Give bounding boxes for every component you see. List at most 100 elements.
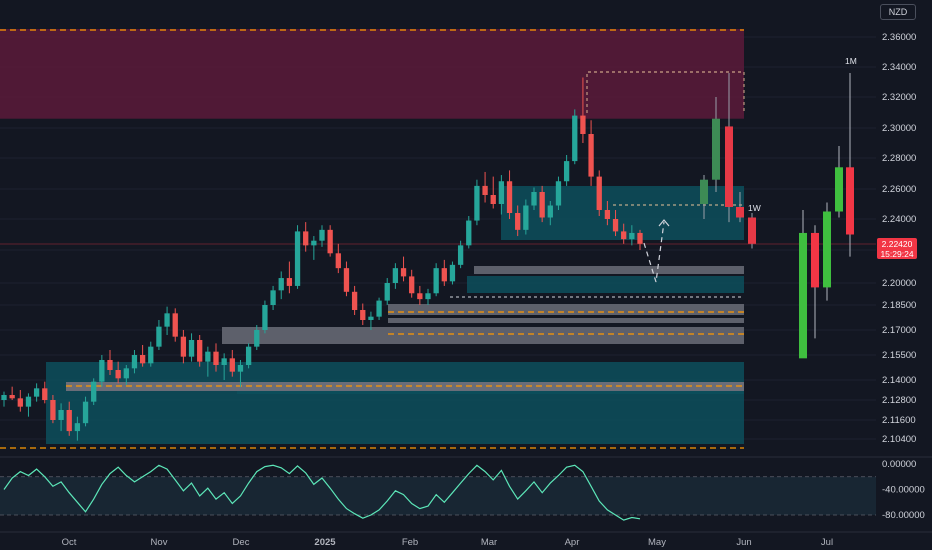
time-axis-label: Apr	[565, 537, 580, 548]
price-axis-tick: 2.36000	[882, 32, 916, 43]
weekly-candle	[748, 217, 756, 244]
daily-candle	[319, 229, 325, 241]
daily-candle	[91, 381, 97, 402]
last-price-value: 2.22420	[881, 239, 913, 249]
rsi-axis-tick: -40.00000	[882, 485, 925, 496]
daily-candle	[50, 400, 56, 420]
daily-candle	[490, 195, 496, 204]
monthly-candle	[823, 211, 831, 288]
monthly-candle	[811, 232, 819, 288]
daily-candle	[115, 370, 121, 379]
weekly-candle	[736, 207, 744, 218]
daily-candle	[42, 388, 48, 400]
daily-candle	[637, 232, 643, 244]
daily-candle	[409, 276, 415, 294]
time-axis-label: Jul	[821, 537, 833, 548]
demand-zone-mid	[467, 276, 744, 293]
daily-candle	[417, 293, 423, 300]
daily-candle	[148, 346, 154, 364]
price-axis-tick: 2.34000	[882, 62, 916, 73]
daily-candle	[1, 395, 7, 400]
daily-candle	[262, 305, 268, 330]
price-axis-tick: 2.12800	[882, 395, 916, 406]
rsi-line	[3, 464, 641, 521]
grey-block-2	[388, 304, 744, 315]
daily-candle	[555, 181, 562, 206]
daily-candle	[368, 316, 374, 320]
daily-candle	[441, 268, 447, 282]
daily-candle	[156, 326, 162, 347]
price-axis-tick: 2.11600	[882, 415, 916, 426]
daily-candle	[604, 210, 611, 219]
daily-candle	[172, 313, 178, 337]
time-axis-label: Jun	[736, 537, 751, 548]
daily-candle	[74, 423, 81, 432]
daily-candle	[164, 313, 170, 327]
price-axis-tick: 2.14000	[882, 375, 916, 386]
grey-block-3	[388, 318, 744, 323]
daily-candle	[612, 219, 619, 232]
daily-candle	[482, 185, 488, 195]
price-axis-tick: 2.15500	[882, 350, 916, 361]
grey-block-5	[66, 382, 744, 391]
daily-candle	[335, 253, 341, 269]
daily-candle	[539, 192, 545, 218]
daily-candle	[286, 278, 293, 286]
monthly-candle	[799, 232, 807, 359]
daily-candle	[629, 232, 635, 240]
daily-candle	[360, 310, 366, 320]
daily-candle	[621, 231, 627, 240]
price-axis-tick: 2.26000	[882, 184, 916, 195]
daily-candle	[58, 410, 64, 420]
price-axis-tick: 2.20000	[882, 278, 916, 289]
bar-countdown: 15:29:24	[880, 249, 914, 259]
price-axis-tick: 2.28000	[882, 153, 916, 164]
daily-candle	[588, 134, 594, 177]
daily-candle	[572, 115, 578, 162]
daily-candle	[343, 268, 350, 292]
daily-candle	[294, 231, 301, 286]
daily-candle	[213, 351, 219, 365]
weekly-candle	[700, 179, 708, 204]
daily-candle	[33, 388, 40, 397]
daily-candle	[9, 395, 15, 399]
daily-candle	[449, 264, 456, 282]
daily-candle	[107, 360, 113, 370]
rsi-axis-tick: 0.00000	[882, 459, 916, 470]
weekly-timeframe-label: 1W	[748, 203, 761, 213]
daily-candle	[425, 293, 431, 300]
daily-candle	[351, 291, 358, 310]
monthly-candle	[846, 167, 854, 235]
time-axis-label: Dec	[233, 537, 250, 548]
supply-zone	[0, 29, 744, 119]
price-axis-tick: 2.24000	[882, 214, 916, 225]
daily-candle	[17, 398, 23, 407]
daily-candle	[254, 330, 260, 347]
time-axis-label: Oct	[62, 537, 77, 548]
daily-candle	[596, 176, 602, 210]
daily-candle	[392, 268, 399, 283]
last-price-tag: 2.22420 15:29:24	[877, 238, 917, 259]
price-axis-tick: 2.17000	[882, 325, 916, 336]
daily-candle	[466, 220, 472, 246]
demand-zone-lower	[46, 362, 744, 444]
daily-candle	[270, 290, 276, 305]
currency-badge[interactable]: NZD	[880, 4, 916, 20]
price-axis-tick: 2.30000	[882, 123, 916, 134]
daily-candle	[99, 360, 105, 382]
daily-candle	[580, 115, 586, 134]
daily-candle	[376, 300, 382, 317]
daily-candle	[303, 231, 309, 246]
price-axis-tick: 2.10400	[882, 434, 916, 445]
daily-candle	[237, 365, 244, 372]
monthly-candle	[835, 167, 843, 212]
daily-candle	[563, 161, 570, 182]
time-axis-label: Feb	[402, 537, 418, 548]
daily-candle	[205, 351, 211, 362]
daily-candle	[474, 185, 480, 221]
projection-arrow	[658, 219, 670, 227]
daily-candle	[498, 181, 505, 204]
daily-candle	[457, 245, 464, 265]
